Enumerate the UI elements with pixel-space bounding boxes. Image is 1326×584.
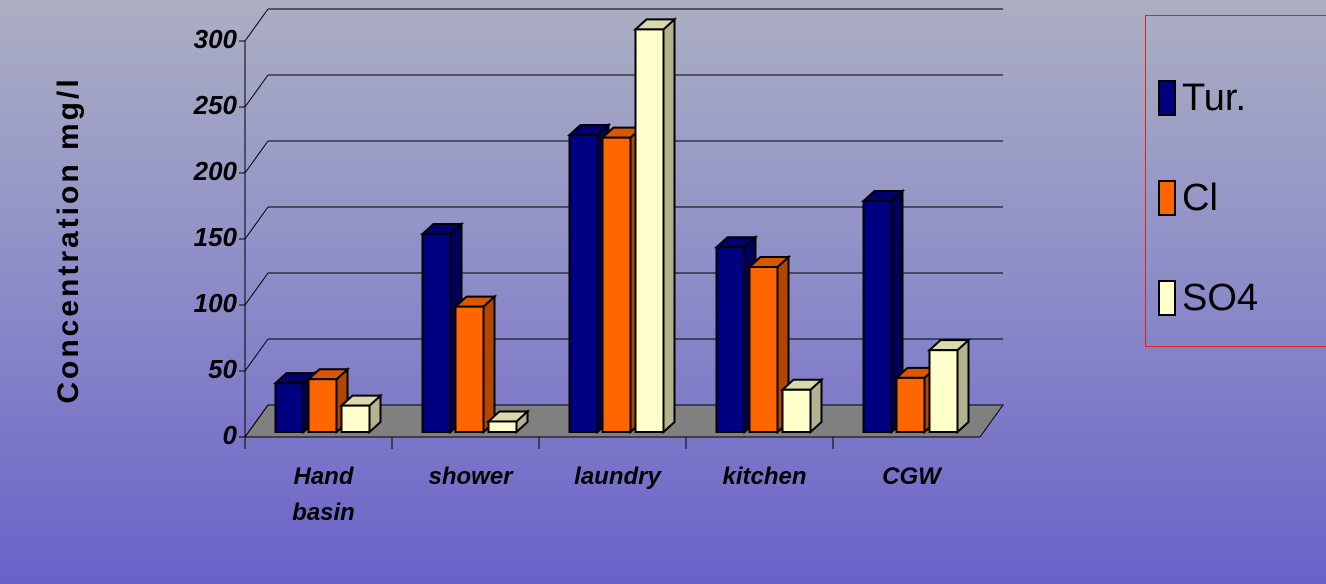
grid-line-side (244, 140, 269, 174)
bar (862, 200, 893, 433)
x-tick-label: CGW (882, 463, 941, 490)
bar (487, 420, 518, 434)
y-tick-label: 100 (194, 288, 238, 318)
y-tick-label: 0 (223, 420, 238, 450)
bar-side (662, 17, 676, 435)
grid-line-side (244, 338, 269, 372)
bar (715, 246, 746, 433)
bar (634, 28, 665, 434)
y-tick-label: 300 (194, 24, 238, 54)
y-tick-label: 250 (193, 90, 238, 120)
bar (781, 388, 812, 434)
bar (454, 305, 485, 434)
bar (568, 134, 599, 433)
x-tick-label: Hand basin (292, 463, 355, 526)
legend-label: Tur. (1182, 76, 1247, 119)
legend-swatch (1158, 80, 1176, 116)
bar (928, 349, 959, 433)
grid-line-side (244, 206, 269, 240)
bar (307, 378, 338, 434)
bar (421, 233, 452, 433)
bar (748, 266, 779, 433)
bar (601, 136, 632, 433)
y-tick-label: 200 (193, 156, 238, 186)
grid-line-side (244, 8, 269, 42)
legend: Tur. Cl SO4 (1145, 15, 1326, 347)
x-tick-label: laundry (574, 463, 661, 490)
legend-item: Cl (1158, 176, 1218, 219)
bar (274, 382, 305, 434)
bar-side (482, 294, 496, 435)
y-axis-label: Concentration mg/l (52, 76, 85, 403)
x-tick-label: kitchen (722, 463, 807, 490)
legend-item: Tur. (1158, 76, 1247, 119)
bar (340, 404, 371, 434)
legend-swatch (1158, 180, 1176, 216)
bar (895, 376, 926, 434)
legend-label: SO4 (1182, 276, 1259, 319)
legend-swatch (1158, 280, 1176, 316)
legend-label: Cl (1182, 176, 1218, 219)
grid-line-side (244, 74, 269, 108)
y-tick-label: 50 (208, 354, 237, 384)
grid-line-side (244, 404, 269, 438)
grid-line-side (244, 272, 269, 306)
y-tick-label: 150 (194, 222, 238, 252)
x-tick-label: shower (428, 463, 513, 490)
legend-item: SO4 (1158, 276, 1259, 319)
bar-side (956, 337, 970, 435)
